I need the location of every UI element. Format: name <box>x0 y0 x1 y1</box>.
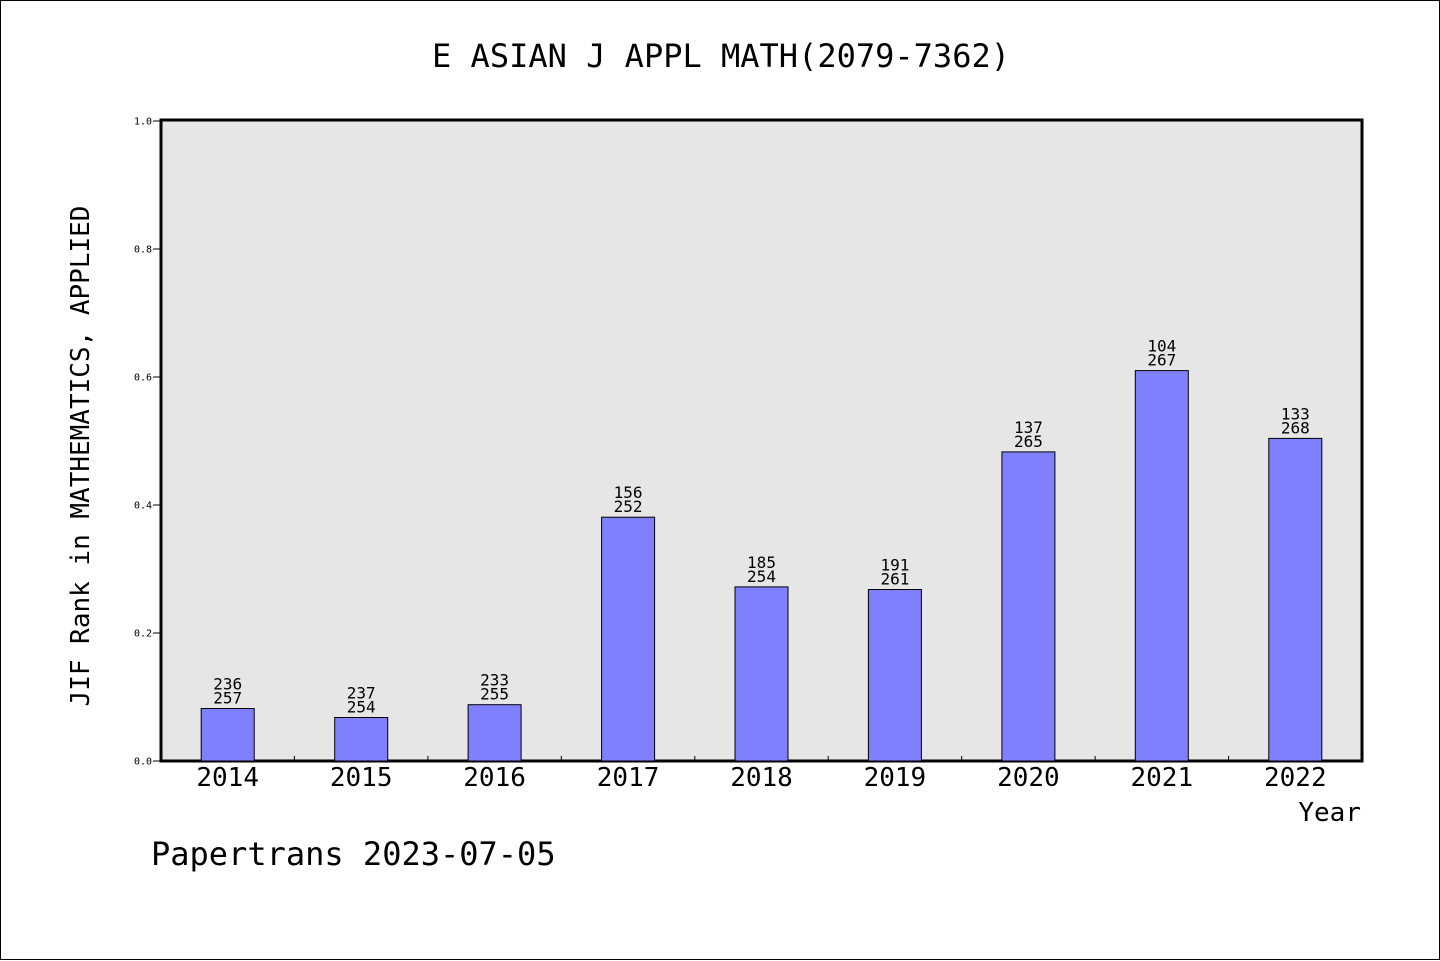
bar-rank-label: 133 <box>1281 404 1310 423</box>
bar-2016 <box>467 704 522 762</box>
bar-2014 <box>200 708 255 762</box>
bar-total-label: 268 <box>1281 418 1310 437</box>
x-tick-label: 2019 <box>864 763 927 793</box>
bar-total-label: 254 <box>347 698 376 717</box>
x-tick-label: 2021 <box>1130 763 1193 793</box>
x-tick-label: 2016 <box>463 763 526 793</box>
x-axis-label: Year <box>1298 798 1361 828</box>
bar-total-label: 257 <box>213 689 242 708</box>
x-tick-label: 2022 <box>1264 763 1327 793</box>
x-tick-label: 2018 <box>730 763 793 793</box>
chart-title: E ASIAN J APPL MATH(2079-7362) <box>432 37 1010 75</box>
bar-rank-label: 191 <box>880 556 909 575</box>
x-tick-label: 2017 <box>597 763 660 793</box>
bar-rank-label: 156 <box>614 483 643 502</box>
bar-2017 <box>601 516 656 762</box>
y-tick-label: 0.8 <box>134 245 152 256</box>
y-axis-label: JIF Rank in MATHEMATICS, APPLIED <box>66 206 96 707</box>
x-axis: 2014 2015 2016 2017 2018 2019 2020 2021 2022 <box>196 756 1327 793</box>
bar-2015 <box>334 717 389 762</box>
bar-rank-label: 233 <box>480 671 509 690</box>
bar-total-label: 252 <box>614 497 643 516</box>
footer-text: Papertrans 2023-07-05 <box>151 835 556 873</box>
bar-rank-label: 137 <box>1014 418 1043 437</box>
x-tick-label: 2020 <box>997 763 1060 793</box>
y-tick-label: 0.6 <box>134 373 152 384</box>
y-tick-label: 1.0 <box>134 117 152 128</box>
bar-2020 <box>1001 451 1056 762</box>
bar-total-label: 265 <box>1014 432 1043 451</box>
x-tick-label: 2014 <box>196 763 259 793</box>
bar-2021 <box>1134 370 1189 762</box>
bar-2018 <box>734 586 789 762</box>
bar-2019 <box>867 589 922 762</box>
bar-total-label: 255 <box>480 685 509 704</box>
bar-total-label: 254 <box>747 567 776 586</box>
x-tick-label: 2015 <box>330 763 393 793</box>
bar-2022 <box>1268 437 1323 762</box>
bar-rank-label: 236 <box>213 675 242 694</box>
y-tick-label: 0.0 <box>134 757 152 768</box>
y-tick-label: 0.2 <box>134 629 152 640</box>
y-tick-label: 0.4 <box>134 501 152 512</box>
bar-total-label: 261 <box>880 570 909 589</box>
bar-total-label: 267 <box>1147 351 1176 370</box>
bar-rank-label: 237 <box>347 684 376 703</box>
y-axis: 0.0 0.2 0.4 0.6 0.8 1.0 <box>134 117 161 768</box>
bar-rank-label: 185 <box>747 553 776 572</box>
bar-rank-label: 104 <box>1147 337 1176 356</box>
